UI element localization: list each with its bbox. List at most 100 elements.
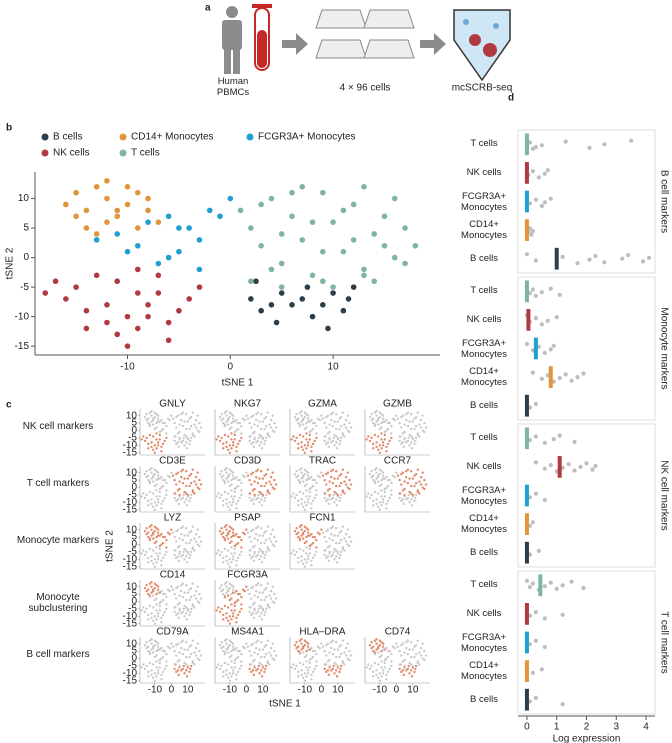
mini-point [383, 495, 386, 498]
mini-point [255, 418, 258, 422]
mini-point [305, 495, 308, 498]
mini-point [147, 478, 150, 482]
point [320, 248, 326, 255]
mini-point [259, 412, 263, 416]
mini-x-tick-label: -10 [148, 685, 163, 696]
mini-point [264, 607, 268, 611]
mini-point [175, 540, 178, 543]
mini-point [155, 583, 158, 587]
mini-point [198, 487, 201, 491]
mini-point [298, 424, 302, 428]
mini-point [305, 540, 308, 543]
mini-point [165, 538, 168, 542]
mini-point [161, 478, 165, 482]
mini-point [183, 490, 186, 494]
mini-point [165, 432, 168, 435]
mini-point [298, 661, 302, 665]
mini-point [418, 423, 421, 426]
mini-point [421, 414, 424, 417]
mini-point [255, 532, 258, 536]
mini-point [339, 553, 342, 557]
mini-point [264, 610, 267, 614]
mini-point [140, 666, 143, 669]
point [566, 462, 571, 467]
mini-point [378, 411, 382, 414]
point [340, 307, 347, 314]
mini-point [408, 501, 411, 504]
mini-point [365, 666, 368, 669]
mini-point [140, 609, 143, 612]
mini-point [163, 649, 166, 653]
panel-label: T cell markers [658, 611, 669, 674]
point [145, 195, 151, 202]
mini-point [176, 603, 180, 606]
mini-point [181, 595, 185, 599]
mini-point [145, 493, 148, 497]
mini-point [150, 441, 153, 444]
point [83, 225, 90, 231]
mini-point [188, 613, 191, 617]
mini-point [259, 612, 263, 615]
mini-point [226, 588, 230, 591]
mini-point [303, 639, 307, 642]
panel-label: NK cell markers [658, 460, 669, 531]
mini-point [233, 666, 236, 669]
mini-point [335, 561, 339, 564]
mini-point [194, 532, 198, 536]
mini-point [414, 472, 418, 476]
mini-point [372, 442, 375, 446]
mini-point [295, 412, 298, 416]
category-label: B cells [470, 252, 498, 264]
mini-point [297, 478, 300, 482]
mini-point [156, 645, 160, 648]
mini-point [339, 652, 343, 656]
point [361, 272, 367, 279]
mini-point [376, 663, 380, 666]
mini-point [388, 478, 391, 482]
mini-point [413, 645, 416, 648]
mini-point [298, 433, 302, 437]
mini-point [199, 426, 203, 429]
mini-point [153, 565, 157, 568]
mini-point [240, 603, 243, 606]
mini-point [235, 502, 238, 506]
mini-point [325, 654, 328, 657]
mini-point [407, 436, 410, 440]
mini-point [331, 411, 335, 414]
mini-point [326, 471, 330, 474]
mini-point [293, 439, 297, 443]
mini-point [323, 649, 326, 653]
mini-point [326, 546, 330, 549]
mini-point [246, 645, 250, 648]
mini-point [175, 597, 178, 600]
mini-point [423, 430, 426, 434]
mini-point [264, 496, 267, 500]
mini-point [297, 561, 300, 564]
mini-point [196, 543, 199, 546]
mini-point [305, 675, 308, 678]
mini-point [228, 451, 232, 454]
mini-point [248, 439, 251, 443]
mini-point [421, 642, 424, 645]
category-label: CD14+ Monocytes [461, 219, 507, 242]
mini-point [158, 487, 161, 491]
mini-point [145, 589, 148, 593]
mini-point [223, 433, 227, 437]
mini-point [160, 532, 163, 536]
mini-point [385, 507, 388, 510]
mini-point [222, 535, 225, 539]
mini-point [306, 420, 310, 423]
mini-point [156, 420, 160, 423]
mini-point [419, 483, 423, 486]
mini-point [178, 537, 181, 540]
mini-point [423, 478, 426, 482]
mini-point [145, 526, 148, 530]
mini-point [181, 652, 185, 656]
point [248, 278, 254, 285]
mini-point [331, 468, 335, 471]
mini-point [165, 489, 168, 492]
mini-point [370, 646, 373, 650]
mini-point [310, 673, 313, 677]
plates-icon [315, 9, 415, 59]
mini-point [313, 667, 316, 671]
